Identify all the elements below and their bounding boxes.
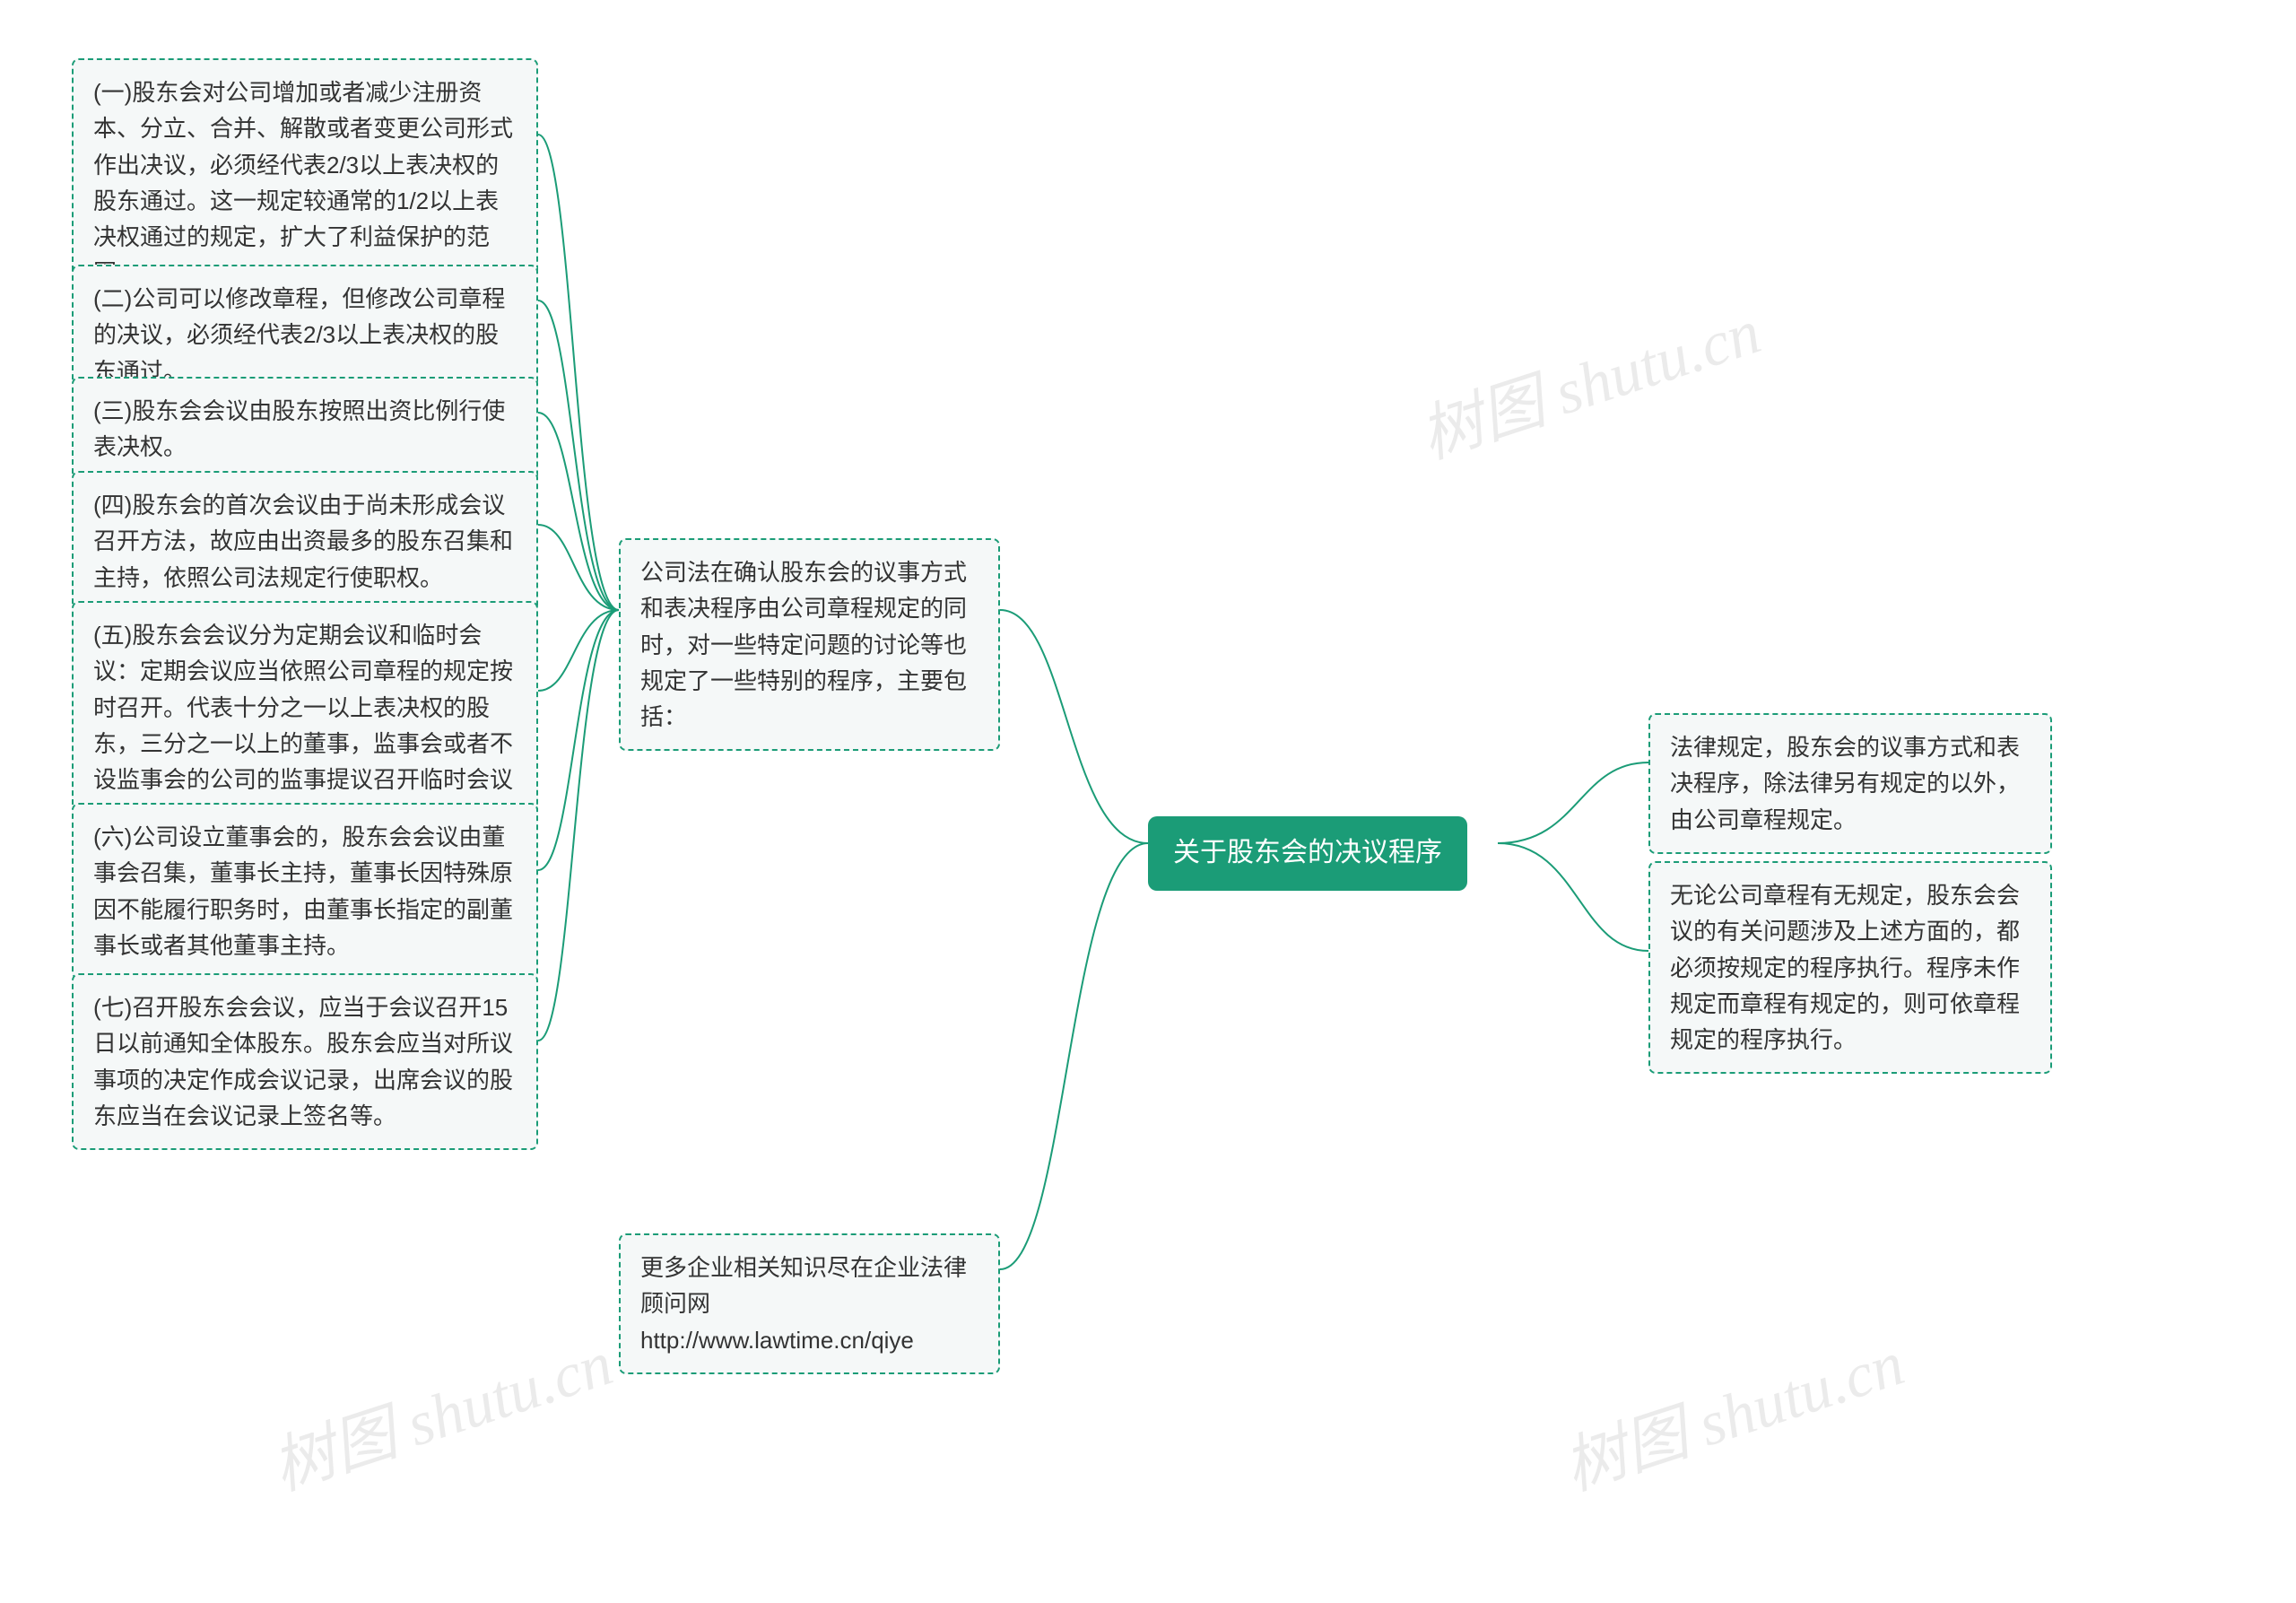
right-node-2: 无论公司章程有无规定，股东会会议的有关问题涉及上述方面的，都必须按规定的程序执行… — [1648, 861, 2052, 1074]
left-lvl2-node-6: (六)公司设立董事会的，股东会会议由董事会召集，董事长主持，董事长因特殊原因不能… — [72, 803, 538, 980]
right-node-1: 法律规定，股东会的议事方式和表决程序，除法律另有规定的以外，由公司章程规定。 — [1648, 713, 2052, 854]
mindmap-canvas: 树图 shutu.cn 树图 shutu.cn 树图 shutu.cn 树图 s… — [0, 0, 2296, 1603]
left-lvl2-node-3: (三)股东会会议由股东按照出资比例行使表决权。 — [72, 377, 538, 482]
watermark: 树图 shutu.cn — [1551, 1313, 1914, 1508]
center-node: 关于股东会的决议程序 — [1148, 816, 1467, 891]
watermark: 树图 shutu.cn — [1407, 282, 1770, 476]
left-lvl2-node-7: (七)召开股东会会议，应当于会议召开15日以前通知全体股东。股东会应当对所议事项… — [72, 973, 538, 1150]
left-lvl1-node-2: 更多企业相关知识尽在企业法律顾问网http://www.lawtime.cn/q… — [619, 1233, 1000, 1374]
left-lvl1-node-1: 公司法在确认股东会的议事方式和表决程序由公司章程规定的同时，对一些特定问题的讨论… — [619, 538, 1000, 751]
left-lvl2-node-4: (四)股东会的首次会议由于尚未形成会议召开方法，故应由出资最多的股东召集和主持，… — [72, 471, 538, 612]
watermark: 树图 shutu.cn — [259, 1313, 622, 1508]
